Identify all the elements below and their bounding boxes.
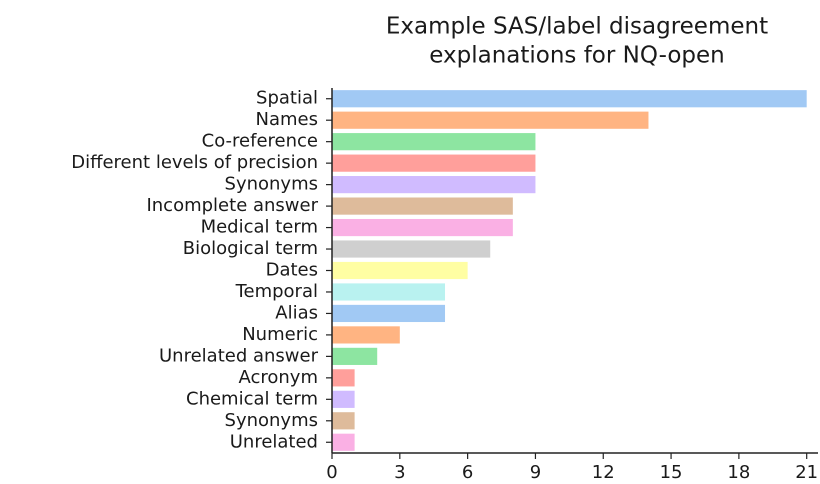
y-tick-label: Acronym xyxy=(238,367,318,388)
y-tick-label: Synonyms xyxy=(225,174,318,195)
chart-title: explanations for NQ-open xyxy=(429,43,724,69)
y-tick-label: Incomplete answer xyxy=(146,195,318,216)
y-tick-label: Chemical term xyxy=(186,388,318,409)
y-tick-label: Temporal xyxy=(235,281,318,302)
bar xyxy=(332,261,468,280)
bar xyxy=(332,154,536,172)
bar xyxy=(332,218,513,237)
chart-title: Example SAS/label disagreement xyxy=(386,14,768,40)
y-tick-label: Names xyxy=(256,109,318,130)
bar xyxy=(332,90,807,108)
bar xyxy=(332,326,400,344)
x-tick-label: 12 xyxy=(592,462,615,483)
y-tick-label: Medical term xyxy=(201,217,318,238)
y-tick-label: Synonyms xyxy=(225,410,318,431)
bar xyxy=(332,412,355,430)
bar xyxy=(332,390,355,408)
bar xyxy=(332,176,536,194)
y-tick-label: Unrelated answer xyxy=(159,345,319,366)
y-tick-label: Alias xyxy=(275,302,318,323)
x-tick-label: 6 xyxy=(462,462,473,483)
y-tick-label: Spatial xyxy=(256,88,318,109)
y-tick-label: Different levels of precision xyxy=(71,152,318,173)
x-tick-label: 3 xyxy=(394,462,405,483)
bar xyxy=(332,433,355,451)
bar xyxy=(332,197,513,215)
bar xyxy=(332,304,446,323)
x-tick-label: 0 xyxy=(326,462,337,483)
x-tick-label: 9 xyxy=(530,462,541,483)
x-tick-label: 18 xyxy=(727,462,750,483)
bar xyxy=(332,133,536,151)
bar xyxy=(332,347,378,365)
bar xyxy=(332,369,355,387)
y-tick-label: Biological term xyxy=(183,238,318,259)
y-tick-label: Numeric xyxy=(242,324,318,345)
y-tick-label: Dates xyxy=(266,260,318,281)
bar xyxy=(332,111,649,129)
x-tick-label: 21 xyxy=(795,462,818,483)
x-tick-label: 15 xyxy=(660,462,683,483)
y-tick-label: Co-reference xyxy=(202,131,318,152)
y-tick-label: Unrelated xyxy=(230,431,318,452)
bar xyxy=(332,240,491,258)
bar xyxy=(332,283,446,301)
